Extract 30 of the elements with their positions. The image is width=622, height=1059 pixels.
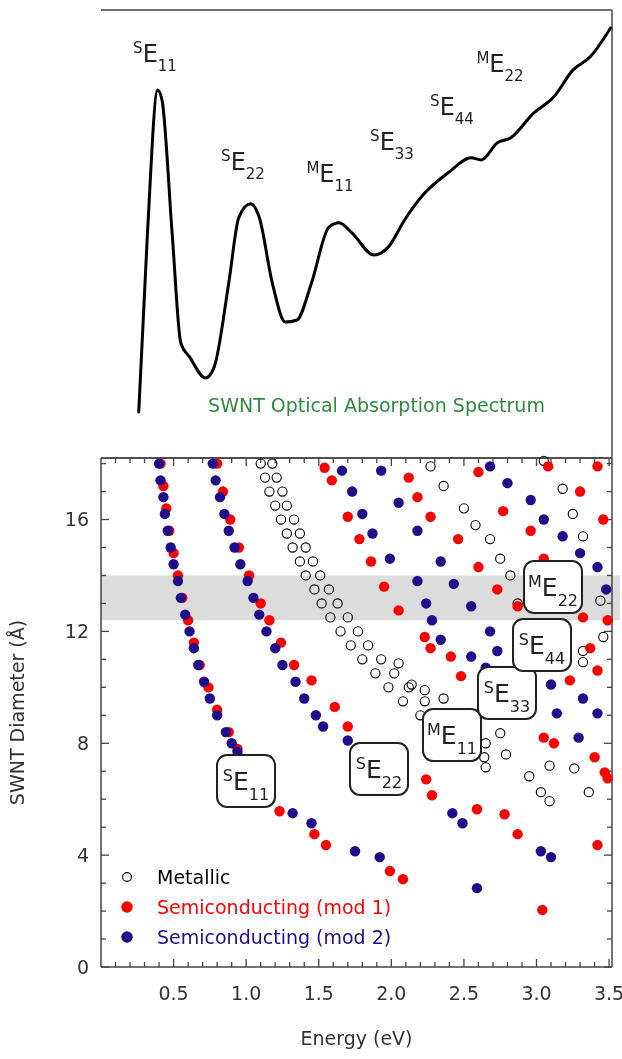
y-axis-title: SWNT Diameter (Å) [6,619,28,806]
annotation: $^{M}$E$_{22}$ [528,571,578,610]
annotation: $^{S}$E$_{11}$ [222,765,270,804]
x-tick-label: 1.0 [231,982,262,1004]
annotation: SWNT Optical Absorption Spectrum [208,394,545,416]
legend-label: Semiconducting (mod 2) [157,925,392,948]
y-tick-label: 0 [76,955,89,978]
x-tick-label: 2.5 [448,982,480,1004]
x-tick-label: 2.0 [376,982,407,1004]
annotation: $^{M}$E$_{22}$ [476,49,524,85]
legend-label: Semiconducting (mod 1) [157,895,392,918]
y-tick-label: 8 [76,731,89,754]
y-tick-label: 12 [64,620,89,643]
x-tick-label: 3.0 [521,982,552,1004]
x-tick-label: 3.5 [593,982,622,1004]
annotation: $^{S}$E$_{44}$ [518,629,566,668]
annotation: $^{M}$E$_{11}$ [306,159,354,195]
annotation: $^{S}$E$_{33}$ [370,127,414,163]
y-tick-label: 16 [64,508,89,531]
annotation: $^{S}$E$_{44}$ [430,92,474,128]
annotation: $^{S}$E$_{22}$ [221,147,265,183]
annotation: $^{S}$E$_{33}$ [483,677,531,716]
annotation: $^{S}$E$_{22}$ [355,753,403,792]
x-axis-title: Energy (eV) [300,1027,413,1049]
annotation: $^{M}$E$_{11}$ [427,719,477,758]
x-tick-label: 1.5 [303,982,334,1004]
annotation: $^{S}$E$_{11}$ [133,39,177,75]
legend-label: Metallic [157,865,231,888]
y-tick-label: 4 [76,843,89,866]
x-tick-label: 0.5 [158,982,189,1004]
